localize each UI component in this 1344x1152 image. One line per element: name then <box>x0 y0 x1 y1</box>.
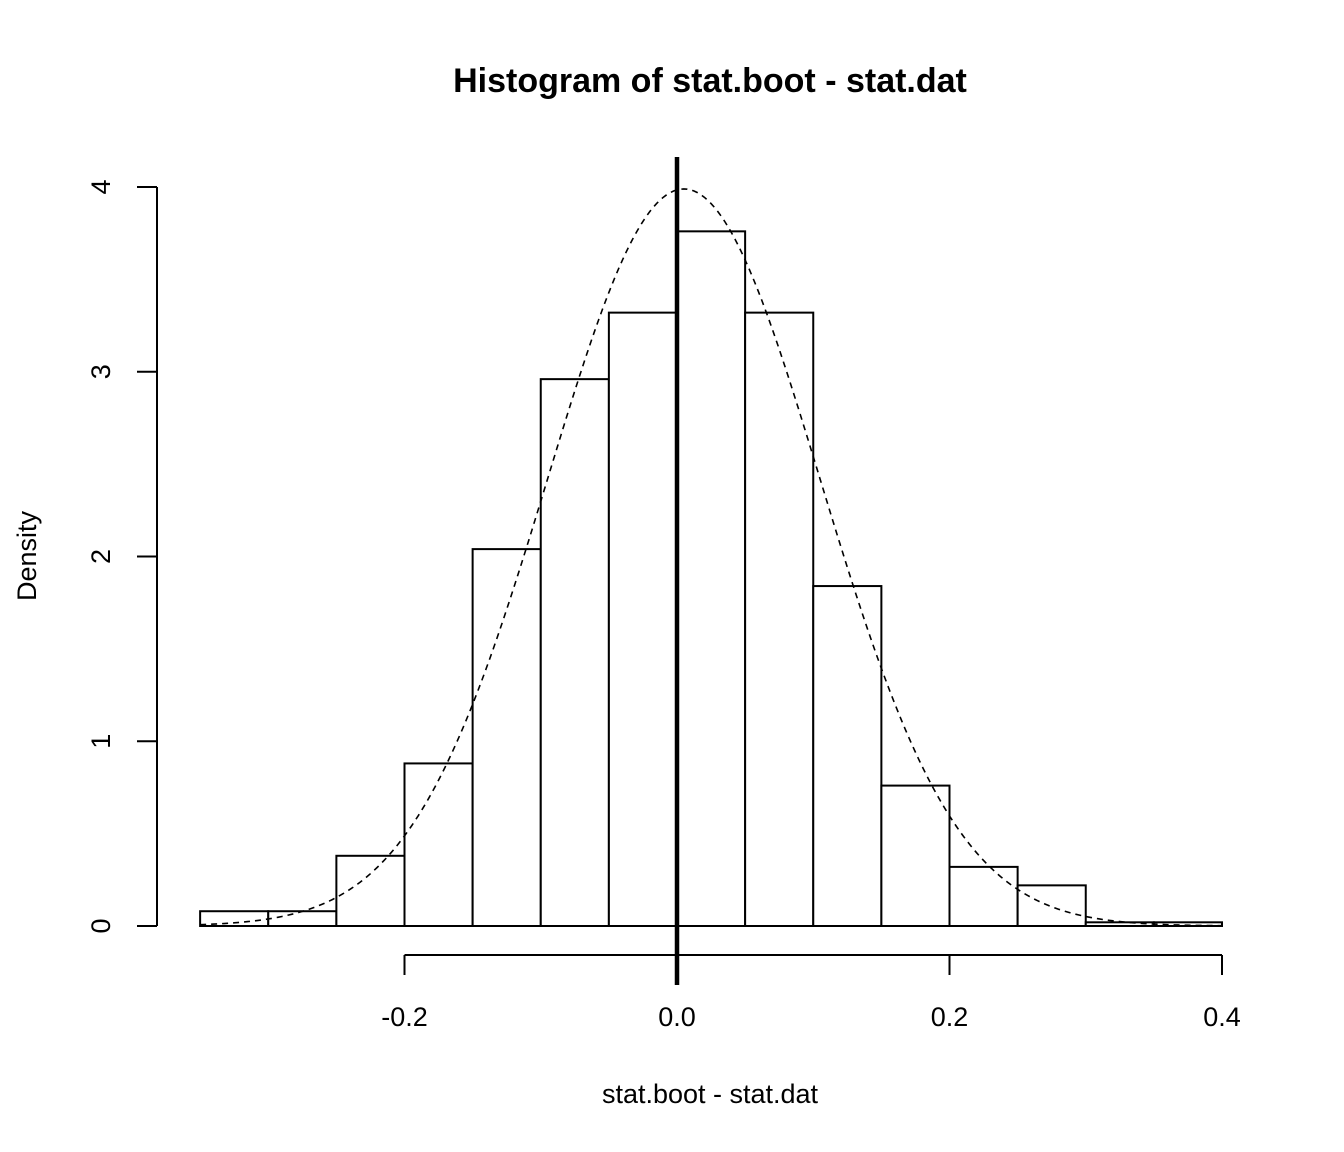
x-axis-label: stat.boot - stat.dat <box>602 1079 819 1109</box>
histogram-bar-4 <box>403 762 474 927</box>
x-tick-label: 0.2 <box>931 1002 969 1032</box>
histogram-bar-13 <box>1016 884 1087 927</box>
y-tick-label: 1 <box>86 734 116 749</box>
histogram-bar-9 <box>744 311 815 927</box>
histogram-bar-11 <box>880 784 951 928</box>
histogram-bar-12 <box>948 865 1019 928</box>
x-tick-label: -0.2 <box>381 1002 428 1032</box>
x-axis: -0.2 0.0 0.2 0.4 <box>381 954 1241 1032</box>
y-tick-label: 2 <box>86 549 116 564</box>
y-tick-label: 3 <box>86 364 116 379</box>
histogram-bar-2 <box>267 910 338 927</box>
y-tick-label: 4 <box>86 179 116 194</box>
histogram-bars <box>199 230 1223 928</box>
histogram-bar-10 <box>812 585 883 927</box>
chart-title: Histogram of stat.boot - stat.dat <box>453 62 967 100</box>
x-tick-label: 0.0 <box>658 1002 696 1032</box>
histogram-bar-3 <box>335 854 406 927</box>
histogram-bar-5 <box>471 548 542 927</box>
y-axis-label: Density <box>12 510 42 601</box>
histogram-bar-6 <box>539 378 610 927</box>
histogram-bar-7 <box>607 311 678 927</box>
y-axis: 0 1 2 3 4 <box>86 179 158 934</box>
histogram-bar-1 <box>199 910 270 927</box>
x-tick-label: 0.4 <box>1203 1002 1241 1032</box>
y-tick-label: 0 <box>86 918 116 933</box>
histogram-bar-8 <box>676 230 747 927</box>
density-curve-layer <box>200 188 1223 927</box>
density-curve <box>200 188 1223 927</box>
